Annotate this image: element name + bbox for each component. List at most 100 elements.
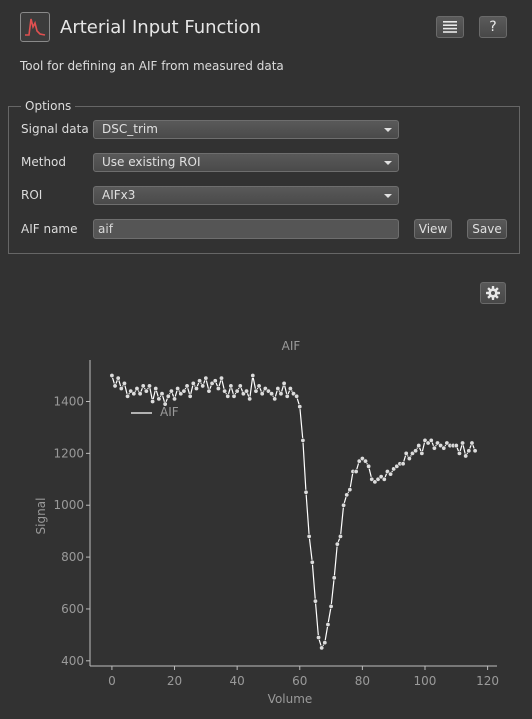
data-point [244,388,250,394]
options-legend: Options [21,99,76,113]
roi-select[interactable]: AIFx3 [93,186,399,205]
data-point [259,391,265,397]
data-point [400,461,406,467]
page-title: Arterial Input Function [60,17,261,38]
data-point [425,440,431,446]
aif-chart: AIF 0 20 40 60 80 100 120 400 600 800 1000 1200 1400… [34,339,499,706]
data-point [143,388,149,394]
data-point [278,391,284,397]
method-value: Use existing ROI [102,155,201,169]
data-point [275,386,281,392]
x-tick-label: 20 [167,674,182,688]
data-point [409,450,415,456]
signal-data-select[interactable]: DSC_trim [93,120,399,139]
data-point [460,440,466,446]
legend-label-aif: AIF [160,405,179,419]
data-point [344,492,350,498]
data-point [125,393,131,399]
data-point [284,393,290,399]
data-point [347,487,353,493]
data-point [394,463,400,469]
data-point [388,471,394,477]
data-point [444,440,450,446]
data-point [463,453,469,459]
data-point [319,645,325,651]
data-point [200,383,206,389]
data-point [472,448,478,454]
x-tick-label: 120 [476,674,499,688]
aif-name-input[interactable]: aif [93,219,399,239]
data-point [375,476,381,482]
data-point [234,388,240,394]
aif-name-label: AIF name [21,222,78,236]
tool-description: Tool for defining an AIF from measured d… [20,59,284,73]
gear-icon [486,286,500,300]
data-point [240,391,246,397]
data-point [115,375,121,381]
data-point [422,437,428,443]
data-point [128,388,134,394]
y-tick-label: 600 [61,602,84,616]
data-point [369,476,375,482]
roi-value: AIFx3 [102,188,136,202]
data-point [294,393,300,399]
plot-settings-button[interactable] [480,282,506,304]
data-point [193,386,199,392]
data-point [218,375,224,381]
data-point [253,388,259,394]
data-point [159,391,165,397]
data-point [168,388,174,394]
data-point [237,383,243,389]
data-point [150,398,156,404]
data-point [334,541,340,547]
data-point [312,598,318,604]
view-button[interactable]: View [414,219,452,239]
data-point [272,396,278,402]
data-point [187,393,193,399]
data-point [269,391,275,397]
save-button[interactable]: Save [467,219,507,239]
data-point [325,622,331,628]
data-point [441,445,447,451]
data-point [469,440,475,446]
y-tick-label: 400 [61,654,84,668]
menu-button[interactable] [436,16,464,38]
data-point [178,391,184,397]
data-point [175,386,181,392]
data-point [384,469,390,475]
data-point [165,393,171,399]
method-select[interactable]: Use existing ROI [93,153,399,172]
data-point [438,443,444,449]
data-point [109,373,115,379]
y-tick-label: 1200 [53,446,84,460]
data-point [262,386,268,392]
signal-data-label: Signal data [21,122,89,136]
chevron-down-icon [384,194,392,198]
data-point [416,443,422,449]
data-point [206,388,212,394]
data-point [222,388,228,394]
data-point [419,450,425,456]
data-point [137,391,143,397]
data-point [309,559,315,565]
data-point [153,386,159,392]
data-point [356,458,362,464]
data-point [391,466,397,472]
data-point [156,396,162,402]
help-button[interactable]: ? [479,16,507,38]
data-point [118,386,124,392]
data-point [300,437,306,443]
data-point [134,386,140,392]
chevron-down-icon [384,128,392,132]
data-point [131,391,137,397]
data-point [466,448,472,454]
options-group: Options Signal data DSC_trim Method Use … [8,99,520,254]
data-point [366,463,372,469]
data-point [215,386,221,392]
chevron-down-icon [384,161,392,165]
y-tick-label: 1000 [53,498,84,512]
data-point [172,396,178,402]
data-point [456,450,462,456]
y-tick-label: 800 [61,550,84,564]
data-point [290,391,296,397]
